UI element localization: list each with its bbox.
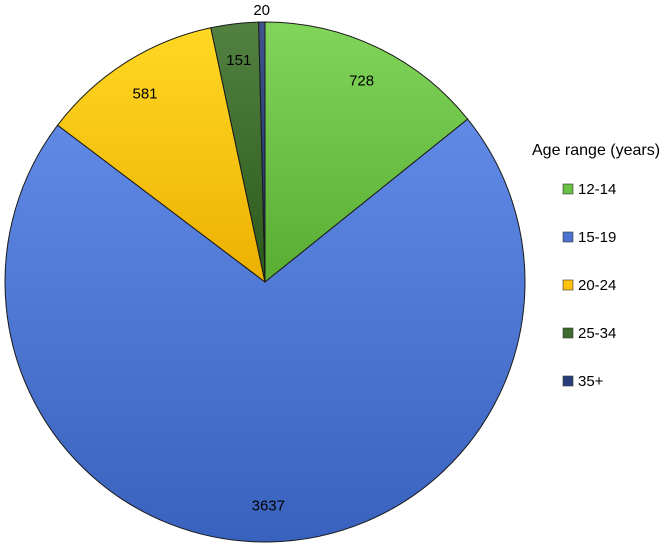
pie-data-labels: 728 3637 581 151 20	[132, 2, 374, 515]
data-label-25-34: 151	[226, 52, 251, 69]
legend-label-20-24: 20-24	[578, 277, 616, 294]
legend: Age range (years) 12-14 15-19 20-24 25-34 35…	[532, 142, 660, 390]
legend-swatch-25-34	[562, 327, 574, 339]
data-label-20-24: 581	[132, 85, 157, 102]
legend-swatch-12-14	[562, 183, 574, 195]
legend-label-25-34: 25-34	[578, 325, 616, 342]
data-label-35+: 20	[253, 2, 270, 19]
pie-slices	[4, 21, 526, 543]
pie-slice-15-19	[4, 118, 526, 543]
legend-swatch-20-24	[562, 279, 574, 291]
pie-slice-12-14	[264, 21, 469, 284]
legend-title: Age range (years)	[532, 142, 660, 159]
legend-swatch-35+	[562, 375, 574, 387]
legend-swatch-15-19	[562, 231, 574, 243]
legend-label-12-14: 12-14	[578, 181, 616, 198]
data-label-12-14: 728	[349, 72, 374, 89]
pie-slice-35+	[258, 21, 266, 283]
data-label-15-19: 3637	[252, 498, 285, 515]
legend-label-35+: 35+	[578, 373, 604, 390]
pie-slice-20-24	[56, 27, 266, 284]
legend-label-15-19: 15-19	[578, 229, 616, 246]
